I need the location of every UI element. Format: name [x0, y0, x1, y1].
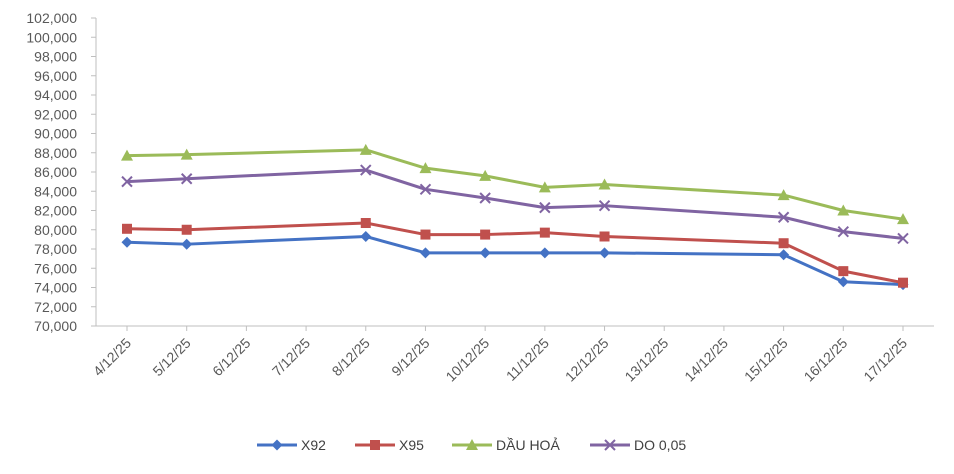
legend: X92 X95 DẦU HOẢ DO 0,05 — [257, 437, 686, 453]
legend-item: X95 — [355, 437, 424, 453]
y-tick-label: 80,000 — [34, 222, 77, 238]
y-tick-label: 102,000 — [26, 10, 77, 26]
x-tick-label: 5/12/25 — [149, 335, 193, 379]
x-tick-label: 7/12/25 — [269, 335, 313, 379]
x-tick-label: 15/12/25 — [741, 335, 791, 385]
data-point — [838, 266, 849, 277]
data-point — [479, 192, 491, 204]
data-point — [598, 178, 611, 190]
legend-marker — [370, 440, 380, 450]
data-point — [181, 224, 192, 235]
data-point — [480, 229, 491, 240]
data-point — [419, 162, 432, 174]
data-point — [898, 277, 908, 288]
series-DO 0,05 — [121, 164, 909, 245]
y-tick-label: 90,000 — [34, 126, 77, 142]
data-point — [539, 247, 551, 259]
data-point — [539, 227, 550, 238]
y-tick-label: 98,000 — [34, 49, 77, 65]
data-point — [360, 164, 372, 176]
x-tick-label: 13/12/25 — [622, 335, 672, 385]
y-tick-label: 88,000 — [34, 145, 77, 161]
series-line — [126, 234, 904, 287]
data-point — [180, 173, 193, 185]
legend-marker — [466, 439, 478, 450]
data-point — [777, 211, 790, 223]
data-point — [360, 230, 372, 242]
x-tick-label: 4/12/25 — [90, 335, 134, 379]
y-tick-label: 96,000 — [34, 68, 77, 84]
data-point — [778, 238, 789, 249]
data-point — [479, 169, 492, 181]
y-tick-label: 84,000 — [34, 183, 77, 199]
y-tick-label: 82,000 — [34, 203, 77, 219]
data-point — [778, 249, 790, 261]
series-line — [126, 148, 904, 221]
y-tick-label: 76,000 — [34, 260, 77, 276]
x-tick-label: 8/12/25 — [329, 335, 373, 379]
x-tick-label: 12/12/25 — [562, 335, 612, 385]
data-point — [121, 175, 133, 188]
y-tick-label: 100,000 — [26, 29, 77, 45]
data-point — [599, 247, 611, 259]
data-point — [538, 181, 551, 193]
data-point — [599, 231, 610, 242]
series-X92 — [121, 230, 909, 291]
data-point — [419, 183, 432, 196]
data-point — [897, 213, 909, 225]
x-tick-label: 11/12/25 — [503, 335, 552, 384]
y-tick-label: 74,000 — [34, 280, 77, 296]
data-point — [180, 148, 193, 160]
data-point — [420, 229, 431, 240]
legend-item: X92 — [257, 437, 326, 453]
x-tick-label: 16/12/25 — [801, 335, 851, 385]
y-tick-label: 94,000 — [34, 87, 77, 103]
series-layer — [121, 143, 909, 291]
x-tick-label: 6/12/25 — [209, 335, 253, 379]
legend-label: X92 — [301, 437, 326, 453]
data-point — [479, 247, 491, 259]
data-point — [539, 201, 551, 214]
data-point — [181, 238, 193, 250]
data-point — [837, 204, 850, 216]
x-tick-label: 9/12/25 — [388, 335, 432, 379]
data-point — [837, 276, 849, 288]
legend-marker — [271, 439, 283, 451]
data-point — [122, 223, 132, 234]
data-point — [419, 247, 431, 259]
legend-marker — [604, 439, 616, 451]
series-X95 — [122, 218, 908, 288]
data-point — [359, 143, 372, 155]
data-point — [598, 199, 611, 212]
legend-label: X95 — [399, 437, 424, 453]
x-tick-label: 14/12/25 — [681, 335, 731, 385]
series-DẦU HOẢ — [121, 143, 909, 225]
data-point — [777, 189, 790, 201]
x-tick-label: 17/12/25 — [860, 335, 910, 385]
data-point — [360, 218, 371, 229]
legend-item: DẦU HOẢ — [452, 437, 560, 453]
series-line — [126, 168, 904, 240]
y-tick-label: 86,000 — [34, 164, 77, 180]
y-tick-label: 78,000 — [34, 241, 77, 257]
series-line — [126, 221, 904, 285]
legend-label: DO 0,05 — [634, 437, 686, 453]
y-tick-label: 70,000 — [34, 318, 77, 334]
y-tick-label: 92,000 — [34, 106, 77, 122]
data-point — [897, 232, 909, 245]
data-point — [121, 149, 133, 161]
y-tick-label: 72,000 — [34, 299, 77, 315]
data-point — [837, 225, 850, 238]
data-point — [121, 236, 133, 248]
legend-item: DO 0,05 — [590, 437, 686, 453]
legend-label: DẦU HOẢ — [496, 437, 560, 453]
x-tick-label: 10/12/25 — [442, 335, 492, 385]
